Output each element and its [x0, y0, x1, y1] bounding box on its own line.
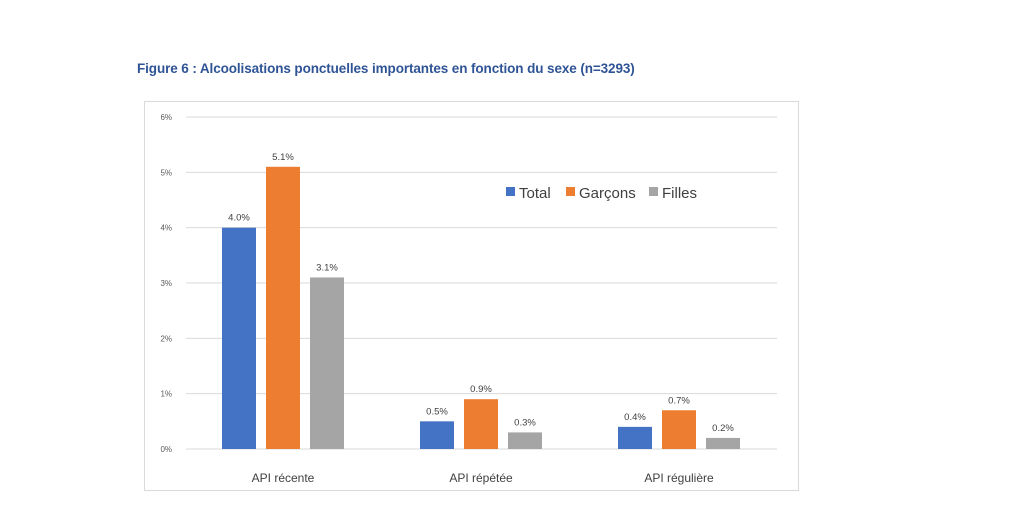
- y-tick-label: 4%: [160, 224, 172, 233]
- bar-garcons-api-repetee: [464, 399, 498, 449]
- data-label: 5.1%: [272, 152, 294, 163]
- data-label: 3.1%: [316, 262, 338, 273]
- data-label: 0.2%: [712, 423, 734, 434]
- figure-title: Figure 6 : Alcoolisations ponctuelles im…: [137, 61, 635, 76]
- data-label: 0.9%: [470, 384, 492, 395]
- bar-filles-api-reguliere: [706, 437, 740, 449]
- data-label: 0.7%: [668, 395, 690, 406]
- y-tick-label: 2%: [160, 334, 172, 343]
- y-tick-label: 6%: [160, 113, 172, 122]
- legend-swatch-filles: [649, 187, 658, 196]
- data-label: 0.5%: [426, 406, 448, 417]
- y-tick-label: 0%: [160, 445, 172, 454]
- data-label: 0.4%: [624, 412, 646, 423]
- bar-total-api-repetee: [420, 421, 454, 449]
- legend-swatch-garcons: [566, 187, 575, 196]
- y-tick-label: 5%: [160, 168, 172, 177]
- legend: Total Garçons Filles: [506, 185, 697, 202]
- legend-label-filles: Filles: [662, 185, 697, 202]
- y-tick-label: 3%: [160, 279, 172, 288]
- y-axis-ticks: 0% 1% 2% 3% 4% 5% 6%: [160, 113, 172, 454]
- legend-label-garcons: Garçons: [579, 185, 636, 202]
- data-labels: 4.0% 5.1% 3.1% 0.5% 0.9% 0.3% 0.4% 0.7% 0.2%: [228, 152, 734, 434]
- x-axis-categories: API récente API répétée API régulière: [252, 471, 714, 485]
- data-label: 0.3%: [514, 417, 536, 428]
- bar-total-api-recente: [222, 227, 256, 449]
- legend-label-total: Total: [519, 185, 551, 202]
- y-tick-label: 1%: [160, 390, 172, 399]
- bar-total-api-reguliere: [618, 426, 652, 449]
- bars: [222, 166, 740, 450]
- category-label: API récente: [252, 471, 315, 485]
- category-label: API répétée: [449, 471, 513, 485]
- data-label: 4.0%: [228, 213, 250, 224]
- category-label: API régulière: [644, 471, 714, 485]
- legend-swatch-total: [506, 187, 515, 196]
- bar-filles-api-recente: [310, 277, 344, 449]
- bar-filles-api-repetee: [508, 432, 542, 449]
- bar-garcons-api-reguliere: [662, 410, 696, 449]
- bar-garcons-api-recente: [266, 166, 300, 450]
